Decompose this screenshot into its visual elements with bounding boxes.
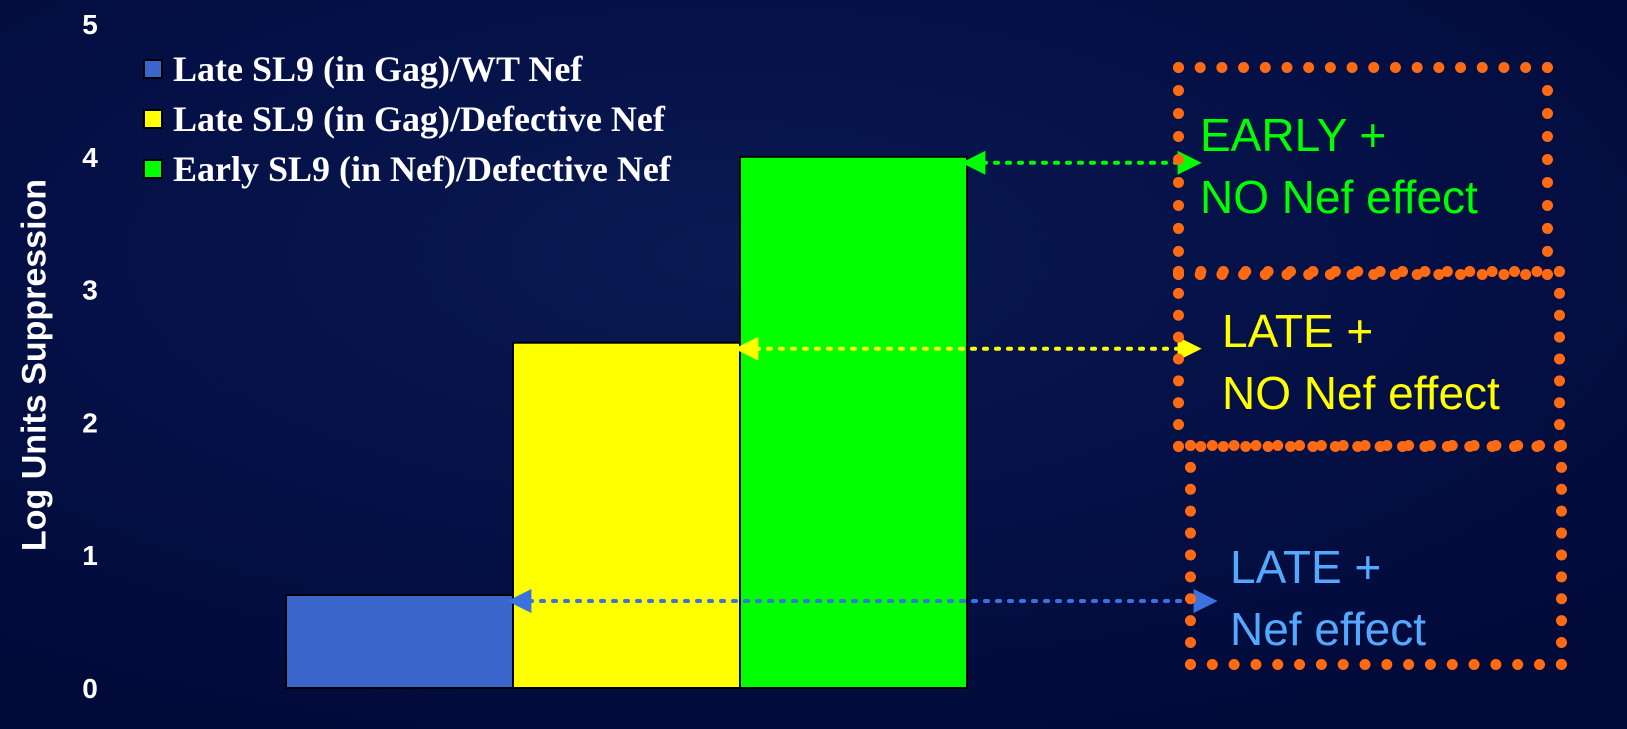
- legend-label: Late SL9 (in Gag)/WT Nef: [173, 49, 583, 89]
- bar-3: [739, 155, 968, 690]
- callout-early-text: EARLY + NO Nef effect: [1200, 104, 1478, 228]
- legend-swatch-yellow: [143, 109, 163, 129]
- legend-swatch-green: [143, 159, 163, 179]
- y-tick-label: 0: [82, 673, 98, 704]
- bars: [285, 155, 968, 690]
- legend-label: Early SL9 (in Nef)/Defective Nef: [173, 149, 671, 189]
- callout-late-no-nef-line1: LATE +: [1222, 305, 1374, 357]
- callout-late-nef-text: LATE + Nef effect: [1230, 536, 1426, 660]
- bar-2: [512, 341, 741, 689]
- bar-1: [285, 594, 514, 689]
- legend-item-early-defective-nef: Early SL9 (in Nef)/Defective Nef: [143, 144, 743, 194]
- legend-swatch-blue: [143, 59, 163, 79]
- legend-item-late-wt-nef: Late SL9 (in Gag)/WT Nef: [143, 44, 743, 94]
- y-tick-label: 4: [82, 142, 98, 173]
- y-tick-label: 3: [82, 275, 98, 306]
- callout-box-late-nef: [1185, 440, 1567, 670]
- y-tick-label: 1: [82, 540, 98, 571]
- y-tick-label: 5: [82, 9, 98, 40]
- value-arrows: [507, 150, 1218, 614]
- legend: Late SL9 (in Gag)/WT Nef Late SL9 (in Ga…: [143, 44, 743, 194]
- y-axis-ticks: 0 1 2 3 4 5: [82, 9, 98, 704]
- callout-late-nef-line1: LATE +: [1230, 541, 1382, 593]
- callout-late-no-nef-text: LATE + NO Nef effect: [1222, 300, 1500, 424]
- y-tick-label: 2: [82, 407, 98, 438]
- callout-early-line1: EARLY +: [1200, 109, 1387, 161]
- legend-item-late-defective-nef: Late SL9 (in Gag)/Defective Nef: [143, 94, 743, 144]
- callout-late-nef-line2: Nef effect: [1230, 603, 1427, 655]
- callout-late-no-nef-line2: NO Nef effect: [1222, 367, 1500, 419]
- legend-label: Late SL9 (in Gag)/Defective Nef: [173, 99, 665, 139]
- callout-early-line2: NO Nef effect: [1200, 171, 1478, 223]
